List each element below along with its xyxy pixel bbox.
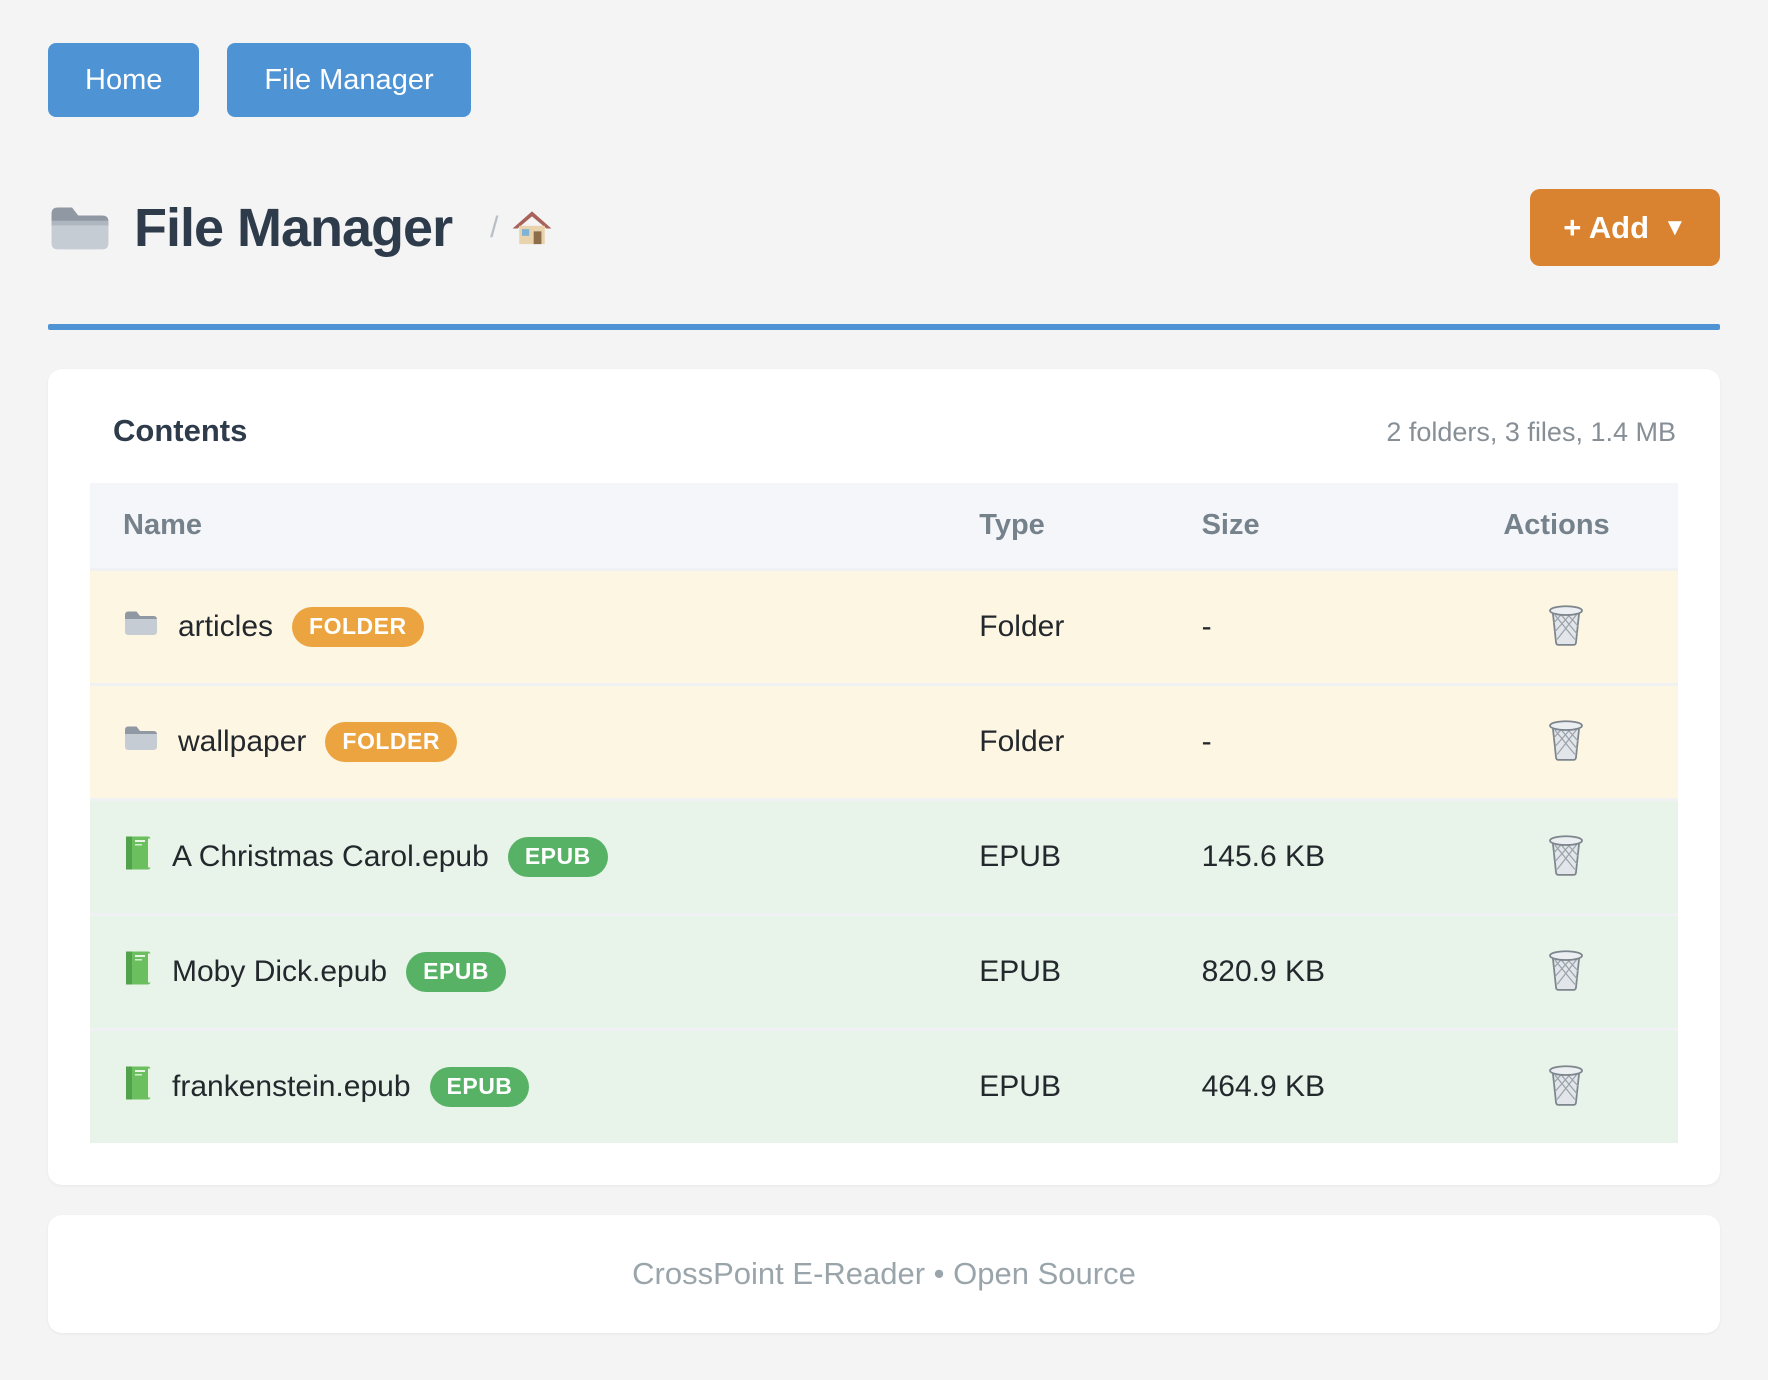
size-cell: 145.6 KB: [1201, 840, 1326, 873]
trash-icon: [1549, 605, 1584, 646]
breadcrumb-separator: /: [490, 210, 499, 244]
contents-card-header: Contents 2 folders, 3 files, 1.4 MB: [90, 413, 1678, 449]
trash-icon: [1549, 835, 1584, 876]
table-row: Moby Dick.epub EPUB EPUB 820.9 KB: [90, 914, 1678, 1030]
trash-icon: [1549, 720, 1584, 761]
type-cell: EPUB: [979, 1070, 1061, 1103]
green-book-icon: [123, 1065, 153, 1109]
delete-button[interactable]: [1543, 1060, 1589, 1110]
folder-icon: [123, 608, 159, 646]
trash-icon: [1549, 950, 1584, 991]
folder-icon: [123, 723, 159, 761]
trash-icon: [1549, 1065, 1584, 1106]
delete-button[interactable]: [1543, 830, 1589, 880]
column-header-name: Name: [90, 483, 980, 570]
folder-name-link[interactable]: wallpaper: [178, 725, 307, 758]
page-title: File Manager: [134, 197, 453, 258]
delete-button[interactable]: [1543, 600, 1589, 650]
epub-badge: EPUB: [406, 952, 507, 992]
home-button[interactable]: Home: [48, 43, 200, 117]
table-row: articles FOLDER Folder -: [90, 569, 1678, 685]
file-manager-button[interactable]: File Manager: [227, 43, 471, 117]
file-name-link[interactable]: frankenstein.epub: [172, 1070, 411, 1103]
type-cell: Folder: [979, 610, 1065, 643]
table-header-row: Name Type Size Actions: [90, 483, 1678, 570]
folder-icon: [48, 201, 112, 255]
folder-name-link[interactable]: articles: [178, 610, 274, 643]
column-header-actions: Actions: [1503, 483, 1678, 570]
header-divider: [48, 324, 1720, 330]
page: Home File Manager File Manager /: [48, 43, 1720, 1333]
home-icon[interactable]: [512, 209, 552, 247]
delete-button[interactable]: [1543, 945, 1589, 995]
add-button[interactable]: + Add ▼: [1530, 189, 1720, 266]
chevron-down-icon: ▼: [1663, 213, 1687, 241]
size-cell: 820.9 KB: [1201, 955, 1326, 988]
page-header: File Manager / + Add ▼: [48, 189, 1720, 266]
breadcrumb: /: [490, 209, 552, 247]
column-header-type: Type: [979, 483, 1202, 570]
epub-badge: EPUB: [429, 1067, 530, 1107]
size-cell: -: [1201, 610, 1212, 643]
epub-badge: EPUB: [507, 837, 608, 877]
file-name-link[interactable]: Moby Dick.epub: [172, 955, 388, 988]
delete-button[interactable]: [1543, 715, 1589, 765]
file-table: Name Type Size Actions: [90, 483, 1678, 1143]
footer-text: CrossPoint E-Reader • Open Source: [632, 1256, 1136, 1291]
column-header-size: Size: [1201, 483, 1504, 570]
file-name-link[interactable]: A Christmas Carol.epub: [172, 840, 489, 873]
top-nav: Home File Manager: [48, 43, 1720, 117]
type-cell: EPUB: [979, 840, 1061, 873]
green-book-icon: [123, 835, 153, 879]
contents-summary: 2 folders, 3 files, 1.4 MB: [1386, 417, 1676, 447]
contents-title: Contents: [113, 413, 248, 448]
add-button-label: + Add: [1563, 209, 1650, 245]
folder-badge: FOLDER: [325, 722, 457, 762]
green-book-icon: [123, 950, 153, 994]
size-cell: -: [1201, 725, 1212, 758]
footer: CrossPoint E-Reader • Open Source: [48, 1215, 1720, 1333]
table-row: A Christmas Carol.epub EPUB EPUB 145.6 K…: [90, 799, 1678, 915]
table-row: frankenstein.epub EPUB EPUB 464.9 KB: [90, 1029, 1678, 1143]
type-cell: EPUB: [979, 955, 1061, 988]
folder-badge: FOLDER: [292, 607, 424, 647]
size-cell: 464.9 KB: [1201, 1070, 1326, 1103]
table-row: wallpaper FOLDER Folder -: [90, 684, 1678, 800]
contents-card: Contents 2 folders, 3 files, 1.4 MB Name…: [48, 369, 1720, 1185]
type-cell: Folder: [979, 725, 1065, 758]
